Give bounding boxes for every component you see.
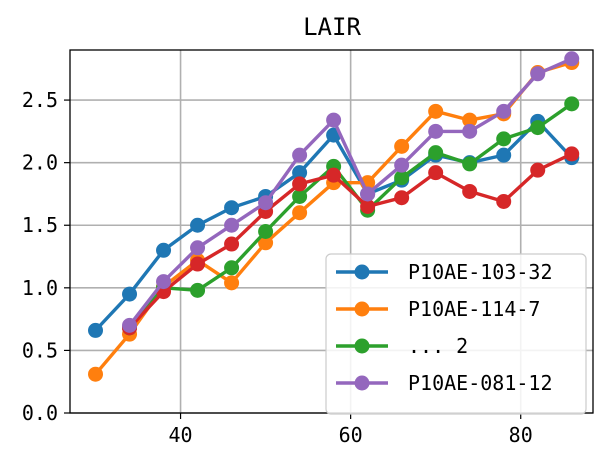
y-tick-label: 0.5 (22, 338, 58, 362)
y-tick-label: 2.5 (22, 88, 58, 112)
data-point (224, 275, 240, 291)
data-point (428, 123, 444, 139)
data-point (292, 176, 308, 192)
x-tick-label: 60 (339, 423, 363, 447)
data-point (496, 193, 512, 209)
legend-label: ... 2 (408, 334, 468, 358)
data-point (394, 157, 410, 173)
series-5 (122, 51, 580, 333)
data-point (428, 165, 444, 181)
data-point (258, 224, 274, 239)
data-point (122, 317, 138, 333)
data-point (190, 217, 206, 233)
data-point (292, 205, 308, 221)
data-point (564, 96, 580, 112)
chart-title: LAIR (303, 13, 361, 41)
legend: P10AE-103-32 P10AE-114-7 ... 2 P10AE-081-12 (325, 253, 587, 415)
y-tick-label: 1.0 (22, 276, 58, 300)
data-point (530, 66, 546, 82)
data-point (530, 162, 546, 178)
data-point (156, 242, 172, 258)
data-point (190, 256, 206, 272)
data-point (292, 188, 308, 204)
legend-box (325, 253, 587, 415)
legend-label: P10AE-081-12 (408, 371, 553, 395)
y-tick-label: 1.5 (22, 213, 58, 237)
data-point (394, 170, 410, 186)
x-tick-label: 40 (169, 423, 193, 447)
data-point (428, 145, 444, 161)
data-point (224, 236, 240, 252)
legend-swatch-marker (354, 338, 370, 354)
legend-label: P10AE-103-32 (408, 260, 553, 284)
data-point (258, 235, 274, 251)
data-point (326, 167, 342, 183)
data-point (360, 198, 376, 214)
data-point (224, 200, 240, 216)
data-point (496, 131, 512, 147)
legend-item: P10AE-114-7 (336, 297, 540, 321)
data-point (360, 186, 376, 202)
data-point (462, 156, 478, 172)
legend-swatch-marker (354, 301, 370, 317)
legend-swatch-marker (354, 264, 370, 280)
data-point (462, 123, 478, 139)
data-point (156, 274, 172, 290)
legend-item: P10AE-081-12 (336, 371, 553, 395)
data-point (122, 286, 138, 302)
data-point (258, 195, 274, 211)
data-point (496, 147, 512, 163)
data-point (530, 120, 546, 136)
data-point (326, 112, 342, 128)
data-point (394, 190, 410, 206)
legend-label: P10AE-114-7 (408, 297, 540, 321)
legend-item: ... 2 (336, 334, 468, 358)
data-point (496, 103, 512, 119)
data-point (190, 282, 206, 298)
data-point (292, 165, 308, 181)
series-layer (88, 51, 580, 382)
legend-swatch-marker (354, 375, 370, 391)
x-axis: 40 60 80 (169, 413, 533, 447)
data-point (88, 366, 104, 382)
legend-item: P10AE-103-32 (336, 260, 553, 284)
data-point (224, 217, 240, 233)
data-point (292, 147, 308, 163)
data-point (394, 138, 410, 154)
data-point (428, 103, 444, 119)
y-tick-label: 2.0 (22, 151, 58, 175)
data-point (462, 112, 478, 128)
data-point (564, 51, 580, 67)
data-point (190, 240, 206, 256)
data-point (224, 260, 240, 276)
data-point (564, 146, 580, 162)
data-point (462, 183, 478, 199)
data-point (88, 322, 104, 338)
x-tick-label: 80 (509, 423, 533, 447)
y-axis: 0.0 0.5 1.0 1.5 2.0 2.5 (22, 88, 70, 425)
y-tick-label: 0.0 (22, 401, 58, 425)
